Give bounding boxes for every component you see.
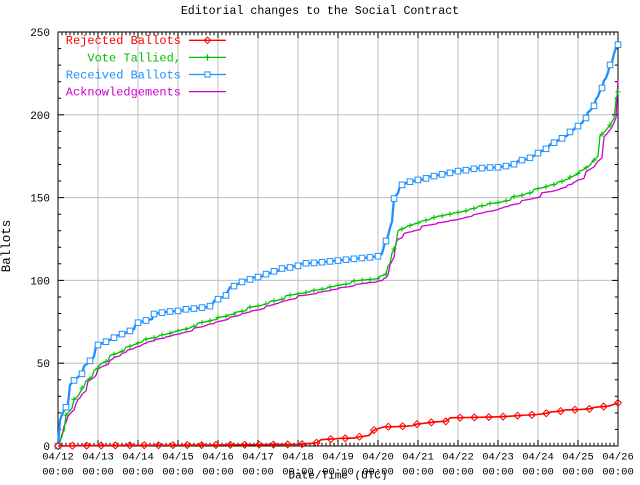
svg-text:00:00: 00:00 [402,467,434,479]
svg-text:04/24: 04/24 [522,452,554,464]
svg-text:00:00: 00:00 [122,467,154,479]
svg-text:04/23: 04/23 [482,452,514,464]
svg-text:04/25: 04/25 [562,452,594,464]
svg-text:00:00: 00:00 [602,467,634,479]
svg-text:00:00: 00:00 [162,467,194,479]
svg-text:04/22: 04/22 [442,452,474,464]
svg-text:04/12: 04/12 [42,452,74,464]
svg-text:150: 150 [30,194,50,206]
svg-text:Editorial changes to the Socia: Editorial changes to the Social Contract [181,5,459,18]
svg-text:00:00: 00:00 [522,467,554,479]
svg-text:04/15: 04/15 [162,452,194,464]
svg-text:00:00: 00:00 [42,467,74,479]
svg-text:04/14: 04/14 [122,452,154,464]
svg-text:04/26: 04/26 [602,452,634,464]
svg-text:Vote Tallied,: Vote Tallied, [87,51,181,65]
svg-text:04/19: 04/19 [322,452,354,464]
svg-text:04/21: 04/21 [402,452,434,464]
svg-text:100: 100 [30,276,50,288]
svg-text:00:00: 00:00 [562,467,594,479]
svg-text:04/13: 04/13 [82,452,114,464]
svg-text:04/18: 04/18 [282,452,314,464]
svg-text:Rejected Ballots: Rejected Ballots [66,34,181,48]
svg-text:Received Ballots: Received Ballots [66,68,181,82]
svg-text:00:00: 00:00 [442,467,474,479]
svg-text:04/16: 04/16 [202,452,234,464]
svg-text:Acknowledgements: Acknowledgements [66,86,181,100]
svg-text:50: 50 [37,359,50,371]
svg-text:00:00: 00:00 [82,467,114,479]
svg-text:00:00: 00:00 [202,467,234,479]
svg-text:Date/Time (UTC): Date/Time (UTC) [288,471,387,481]
svg-text:00:00: 00:00 [242,467,274,479]
svg-text:Ballots: Ballots [0,220,14,273]
svg-text:04/17: 04/17 [242,452,274,464]
svg-text:250: 250 [30,28,50,40]
svg-text:00:00: 00:00 [482,467,514,479]
svg-text:04/20: 04/20 [362,452,394,464]
svg-text:200: 200 [30,111,50,123]
